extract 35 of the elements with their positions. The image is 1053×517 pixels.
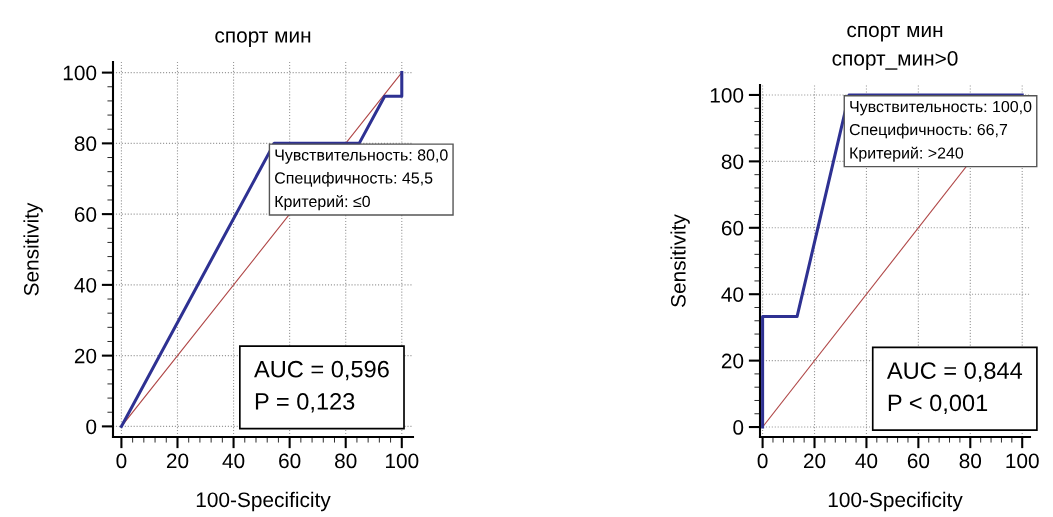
x-tick-label: 20 [803,453,826,469]
y-axis-title: Sensitivity [23,202,43,296]
annotation: AUC = 0,596 P = 0,123 [254,360,389,413]
x-tick-label: 60 [907,453,930,469]
annotation: AUC = 0,844 P < 0,001 [886,362,1023,414]
x-tick-label: 0 [757,453,768,469]
x-tick-label: 0 [116,453,127,469]
annotation: Чувствительность: 80,0 Специфичность: 45,5 Критерий: ≤0 [275,149,448,211]
y-tick-label: 60 [721,220,744,236]
x-tick-label: 80 [335,453,357,469]
x-tick-label: 40 [855,453,878,469]
y-axis-title: Sensitivity [670,214,690,307]
chart-title: спорт мин [847,25,943,42]
y-tick-label: 0 [733,420,744,435]
y-tick-label: 0 [86,419,97,435]
y-tick-label: 100 [710,87,744,103]
y-tick-label: 40 [721,287,744,302]
annotation: Чувствительность: 100,0 Специфичность: 66,7 Критерий: >240 [849,100,1032,162]
x-tick-label: 80 [959,453,982,469]
y-tick-label: 100 [63,65,97,81]
x-tick-label: 100 [1006,453,1039,469]
y-tick-label: 80 [721,154,744,170]
x-axis-title: 100-Specificity [196,491,331,512]
chart-title: спорт мин [215,31,311,47]
y-tick-label: 80 [74,136,97,152]
y-tick-label: 20 [74,348,97,364]
x-tick-label: 60 [279,453,301,469]
y-tick-label: 20 [721,353,744,369]
y-tick-label: 60 [74,207,97,222]
x-axis-title: 100-Specificity [828,491,963,512]
chart-subtitle: спорт_мин>0 [832,51,958,70]
x-tick-label: 20 [166,453,189,469]
x-tick-label: 40 [222,453,245,469]
x-tick-label: 100 [386,453,419,469]
y-tick-label: 40 [74,277,97,293]
